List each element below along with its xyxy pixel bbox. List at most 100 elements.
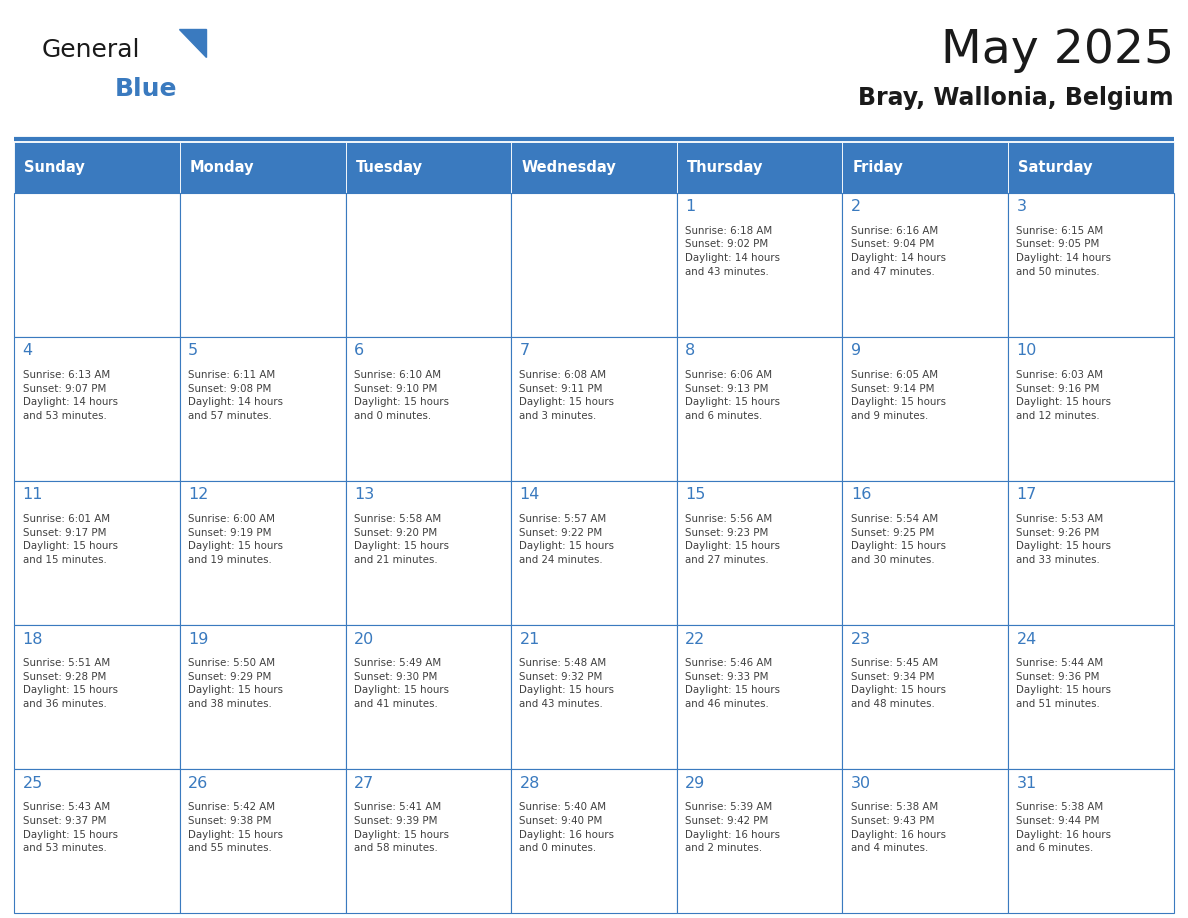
Text: Sunrise: 5:53 AM
Sunset: 9:26 PM
Daylight: 15 hours
and 33 minutes.: Sunrise: 5:53 AM Sunset: 9:26 PM Dayligh… [1017,514,1112,565]
Text: Blue: Blue [115,77,178,101]
Text: Sunrise: 6:05 AM
Sunset: 9:14 PM
Daylight: 15 hours
and 9 minutes.: Sunrise: 6:05 AM Sunset: 9:14 PM Dayligh… [851,370,946,420]
Text: May 2025: May 2025 [941,28,1174,73]
Bar [511,769,677,913]
Bar [842,142,1009,193]
Bar [14,625,179,769]
Text: 16: 16 [851,487,871,502]
Bar [677,193,842,337]
Bar [677,337,842,481]
Text: Sunrise: 5:38 AM
Sunset: 9:44 PM
Daylight: 16 hours
and 6 minutes.: Sunrise: 5:38 AM Sunset: 9:44 PM Dayligh… [1017,802,1112,853]
Bar [1009,625,1174,769]
Bar [511,625,677,769]
Bar [14,481,179,625]
Bar [842,625,1009,769]
Bar [14,193,179,337]
Text: Sunrise: 6:13 AM
Sunset: 9:07 PM
Daylight: 14 hours
and 53 minutes.: Sunrise: 6:13 AM Sunset: 9:07 PM Dayligh… [23,370,118,420]
Text: 1: 1 [685,199,695,214]
Text: 7: 7 [519,343,530,358]
Bar [511,142,677,193]
Bar [842,481,1009,625]
Text: Sunrise: 5:40 AM
Sunset: 9:40 PM
Daylight: 16 hours
and 0 minutes.: Sunrise: 5:40 AM Sunset: 9:40 PM Dayligh… [519,802,614,853]
Bar [179,337,346,481]
Bar [1009,481,1174,625]
Text: Sunrise: 5:58 AM
Sunset: 9:20 PM
Daylight: 15 hours
and 21 minutes.: Sunrise: 5:58 AM Sunset: 9:20 PM Dayligh… [354,514,449,565]
Polygon shape [179,29,206,57]
Text: Sunrise: 6:06 AM
Sunset: 9:13 PM
Daylight: 15 hours
and 6 minutes.: Sunrise: 6:06 AM Sunset: 9:13 PM Dayligh… [685,370,781,420]
Text: 27: 27 [354,776,374,790]
Text: 3: 3 [1017,199,1026,214]
Text: Sunrise: 6:08 AM
Sunset: 9:11 PM
Daylight: 15 hours
and 3 minutes.: Sunrise: 6:08 AM Sunset: 9:11 PM Dayligh… [519,370,614,420]
Text: Sunrise: 6:01 AM
Sunset: 9:17 PM
Daylight: 15 hours
and 15 minutes.: Sunrise: 6:01 AM Sunset: 9:17 PM Dayligh… [23,514,118,565]
Text: 12: 12 [188,487,209,502]
Text: Sunrise: 6:16 AM
Sunset: 9:04 PM
Daylight: 14 hours
and 47 minutes.: Sunrise: 6:16 AM Sunset: 9:04 PM Dayligh… [851,226,946,276]
Text: 29: 29 [685,776,706,790]
Text: Sunrise: 5:46 AM
Sunset: 9:33 PM
Daylight: 15 hours
and 46 minutes.: Sunrise: 5:46 AM Sunset: 9:33 PM Dayligh… [685,658,781,709]
Text: Sunrise: 6:10 AM
Sunset: 9:10 PM
Daylight: 15 hours
and 0 minutes.: Sunrise: 6:10 AM Sunset: 9:10 PM Dayligh… [354,370,449,420]
Text: 23: 23 [851,632,871,646]
Text: Sunrise: 5:49 AM
Sunset: 9:30 PM
Daylight: 15 hours
and 41 minutes.: Sunrise: 5:49 AM Sunset: 9:30 PM Dayligh… [354,658,449,709]
Text: 4: 4 [23,343,33,358]
Text: 14: 14 [519,487,539,502]
Text: Sunrise: 5:54 AM
Sunset: 9:25 PM
Daylight: 15 hours
and 30 minutes.: Sunrise: 5:54 AM Sunset: 9:25 PM Dayligh… [851,514,946,565]
Text: Saturday: Saturday [1018,160,1093,175]
Text: Sunrise: 5:48 AM
Sunset: 9:32 PM
Daylight: 15 hours
and 43 minutes.: Sunrise: 5:48 AM Sunset: 9:32 PM Dayligh… [519,658,614,709]
Text: 13: 13 [354,487,374,502]
Text: 22: 22 [685,632,706,646]
Bar [179,481,346,625]
Bar [346,337,511,481]
Text: Sunrise: 5:38 AM
Sunset: 9:43 PM
Daylight: 16 hours
and 4 minutes.: Sunrise: 5:38 AM Sunset: 9:43 PM Dayligh… [851,802,946,853]
Bar [1009,769,1174,913]
Bar [677,625,842,769]
Text: 6: 6 [354,343,364,358]
Text: 30: 30 [851,776,871,790]
Bar [677,481,842,625]
Text: Bray, Wallonia, Belgium: Bray, Wallonia, Belgium [858,86,1174,110]
Text: Sunrise: 6:15 AM
Sunset: 9:05 PM
Daylight: 14 hours
and 50 minutes.: Sunrise: 6:15 AM Sunset: 9:05 PM Dayligh… [1017,226,1112,276]
Text: Sunrise: 5:56 AM
Sunset: 9:23 PM
Daylight: 15 hours
and 27 minutes.: Sunrise: 5:56 AM Sunset: 9:23 PM Dayligh… [685,514,781,565]
Text: 11: 11 [23,487,43,502]
Text: Wednesday: Wednesday [522,160,615,175]
Bar [346,193,511,337]
Text: Sunrise: 5:42 AM
Sunset: 9:38 PM
Daylight: 15 hours
and 55 minutes.: Sunrise: 5:42 AM Sunset: 9:38 PM Dayligh… [188,802,283,853]
Text: 15: 15 [685,487,706,502]
Text: Monday: Monday [190,160,254,175]
Text: 8: 8 [685,343,695,358]
Text: Sunday: Sunday [24,160,86,175]
Text: Thursday: Thursday [687,160,763,175]
Text: Tuesday: Tuesday [355,160,423,175]
Text: Sunrise: 5:39 AM
Sunset: 9:42 PM
Daylight: 16 hours
and 2 minutes.: Sunrise: 5:39 AM Sunset: 9:42 PM Dayligh… [685,802,781,853]
Text: Sunrise: 5:45 AM
Sunset: 9:34 PM
Daylight: 15 hours
and 48 minutes.: Sunrise: 5:45 AM Sunset: 9:34 PM Dayligh… [851,658,946,709]
Text: 18: 18 [23,632,43,646]
Text: Sunrise: 5:50 AM
Sunset: 9:29 PM
Daylight: 15 hours
and 38 minutes.: Sunrise: 5:50 AM Sunset: 9:29 PM Dayligh… [188,658,283,709]
Text: Sunrise: 5:57 AM
Sunset: 9:22 PM
Daylight: 15 hours
and 24 minutes.: Sunrise: 5:57 AM Sunset: 9:22 PM Dayligh… [519,514,614,565]
Bar [511,337,677,481]
Bar [1009,193,1174,337]
Text: General: General [42,39,140,62]
Bar [179,142,346,193]
Bar [1009,337,1174,481]
Bar [346,142,511,193]
Text: Sunrise: 6:00 AM
Sunset: 9:19 PM
Daylight: 15 hours
and 19 minutes.: Sunrise: 6:00 AM Sunset: 9:19 PM Dayligh… [188,514,283,565]
Text: 26: 26 [188,776,208,790]
Bar [511,481,677,625]
Text: 21: 21 [519,632,539,646]
Text: 17: 17 [1017,487,1037,502]
Bar [842,769,1009,913]
Text: 28: 28 [519,776,539,790]
Text: 9: 9 [851,343,861,358]
Text: 24: 24 [1017,632,1037,646]
Bar [1009,142,1174,193]
Text: Sunrise: 5:51 AM
Sunset: 9:28 PM
Daylight: 15 hours
and 36 minutes.: Sunrise: 5:51 AM Sunset: 9:28 PM Dayligh… [23,658,118,709]
Text: Sunrise: 5:44 AM
Sunset: 9:36 PM
Daylight: 15 hours
and 51 minutes.: Sunrise: 5:44 AM Sunset: 9:36 PM Dayligh… [1017,658,1112,709]
Bar [511,193,677,337]
Text: Sunrise: 6:11 AM
Sunset: 9:08 PM
Daylight: 14 hours
and 57 minutes.: Sunrise: 6:11 AM Sunset: 9:08 PM Dayligh… [188,370,283,420]
Bar [677,769,842,913]
Bar [346,625,511,769]
Text: 25: 25 [23,776,43,790]
Text: 10: 10 [1017,343,1037,358]
Text: 19: 19 [188,632,209,646]
Text: Sunrise: 5:43 AM
Sunset: 9:37 PM
Daylight: 15 hours
and 53 minutes.: Sunrise: 5:43 AM Sunset: 9:37 PM Dayligh… [23,802,118,853]
Text: 20: 20 [354,632,374,646]
Bar [677,142,842,193]
Bar [14,142,179,193]
